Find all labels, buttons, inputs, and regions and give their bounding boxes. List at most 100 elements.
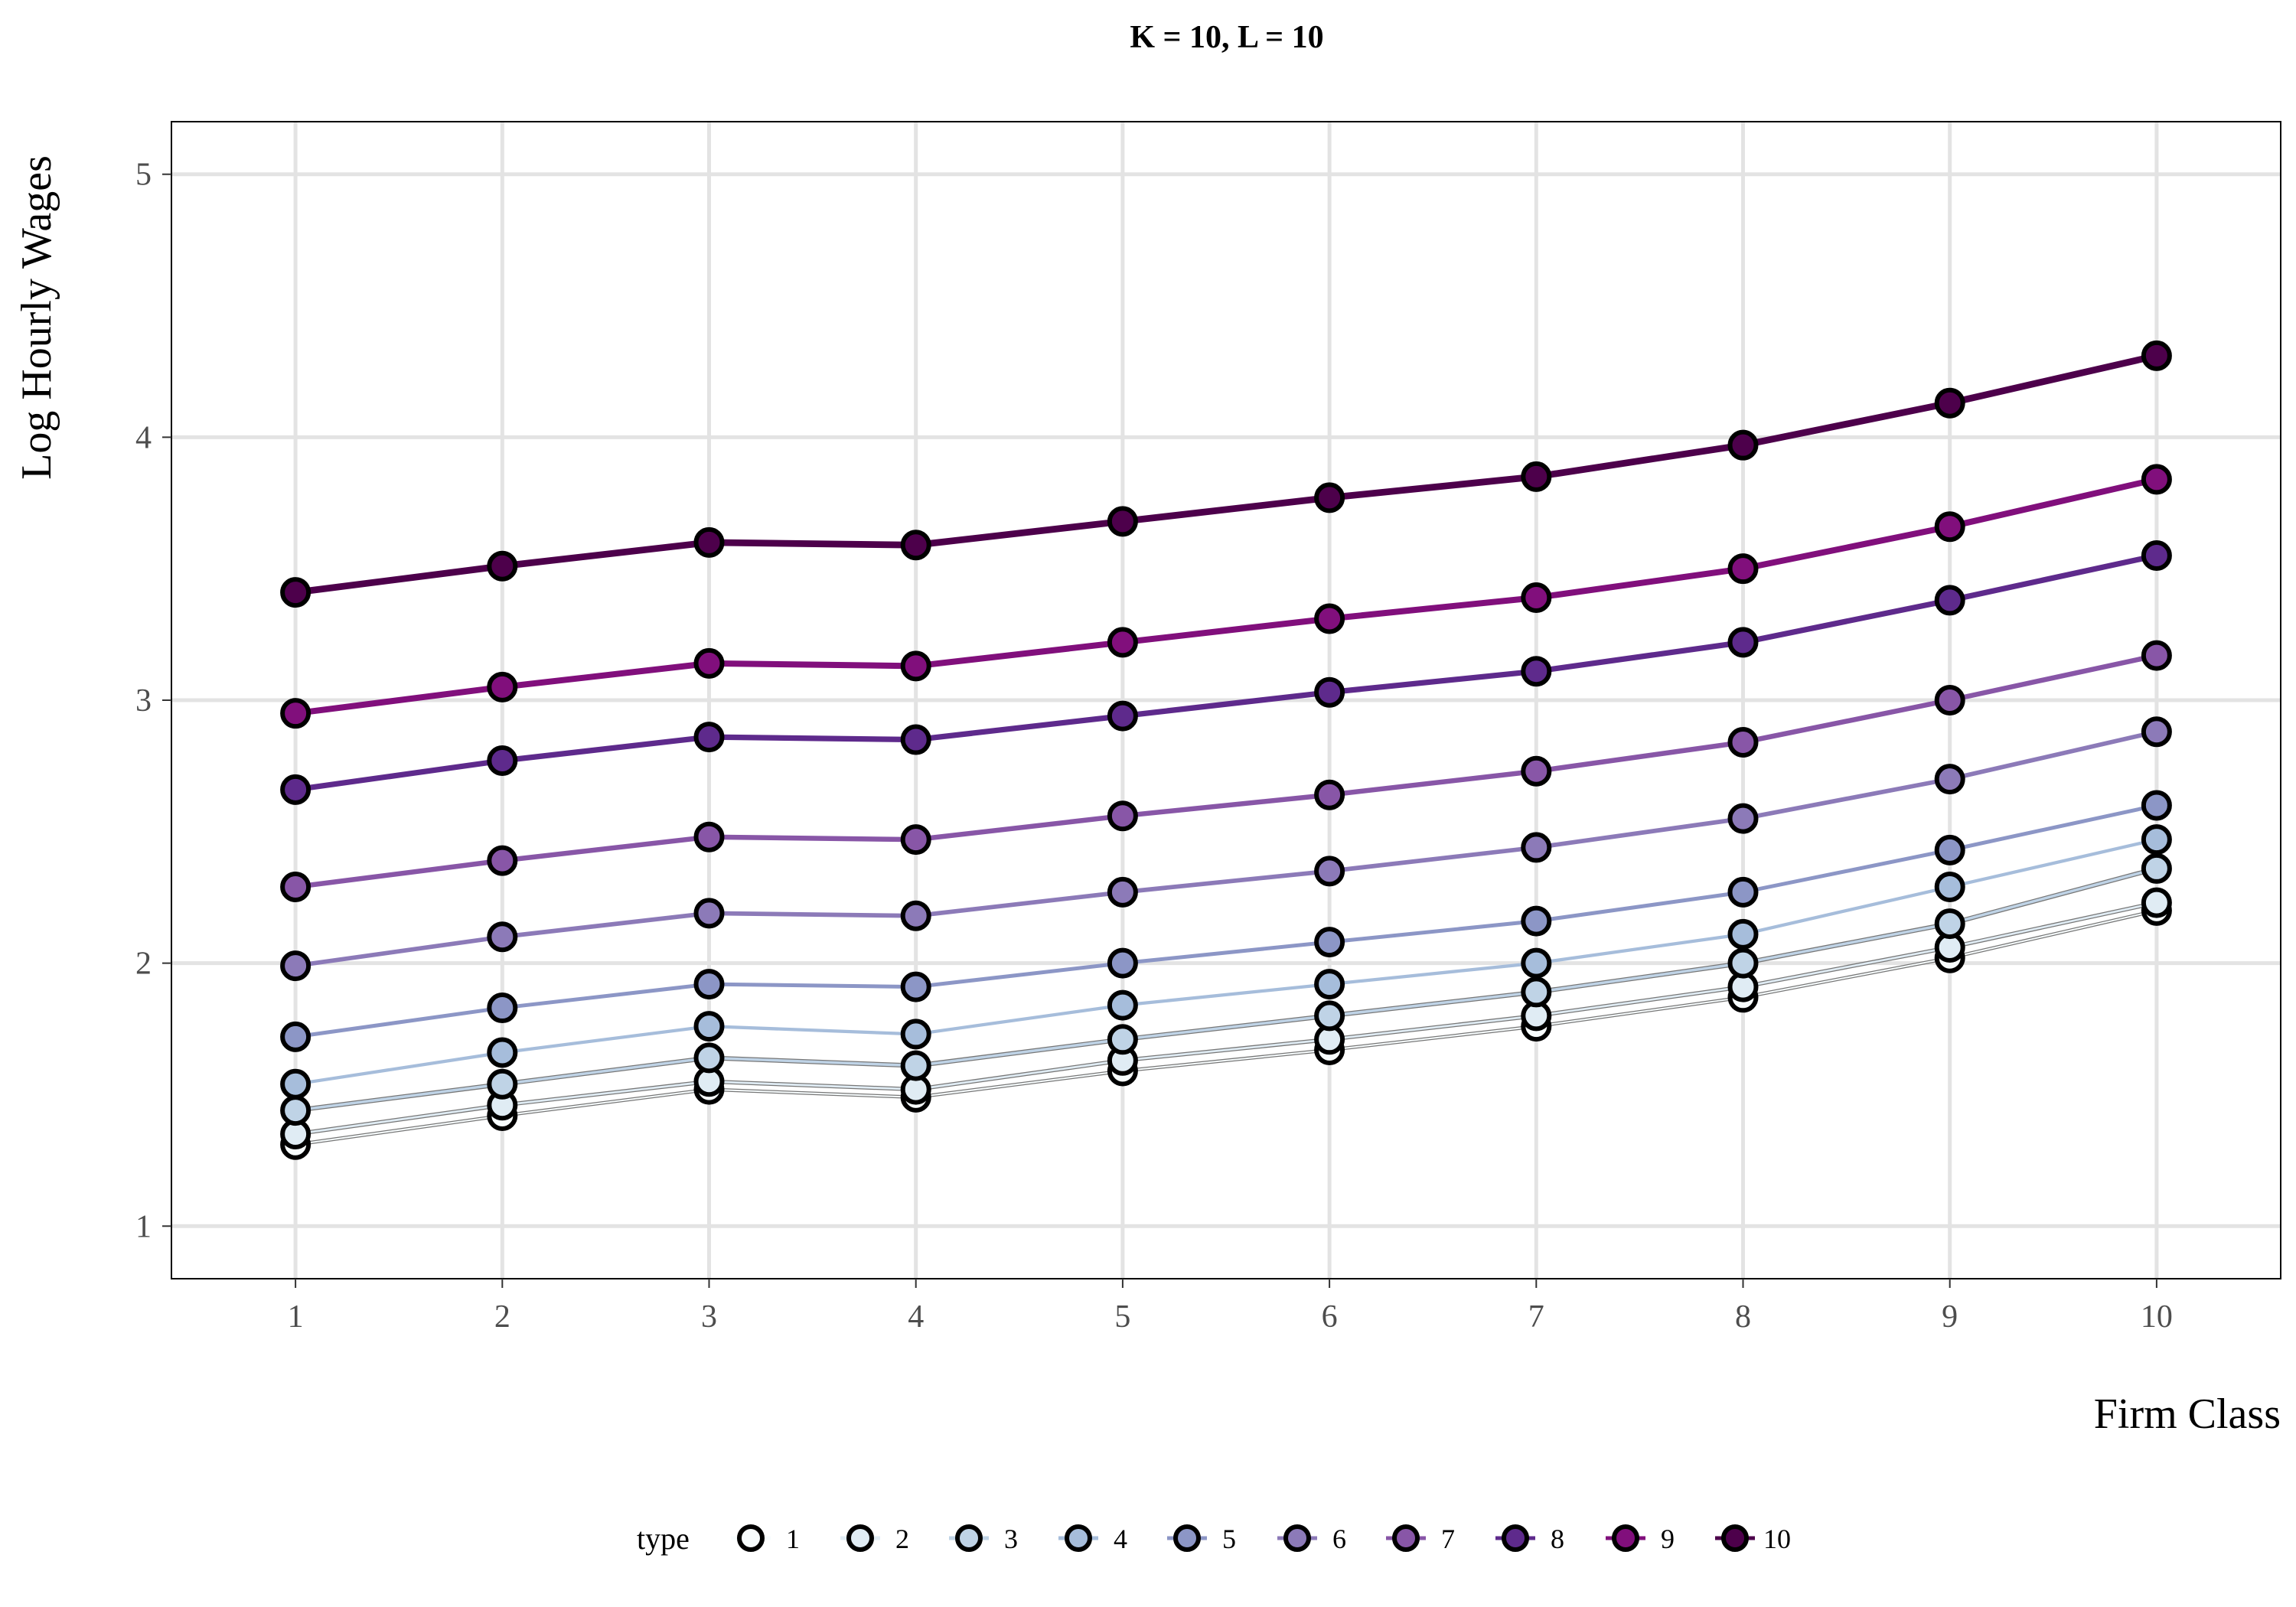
legend-item-7: 7 [1386,1524,1455,1554]
data-point-type-9 [280,698,311,729]
legend-item-1: 1 [731,1524,800,1554]
y-axis: 1 2 3 4 5 [135,158,171,1244]
series-line-9 [295,476,2157,717]
legend-label: 3 [1004,1524,1018,1554]
x-tick-label: 8 [1735,1299,1751,1335]
data-point-type-6 [1934,764,1965,795]
x-axis-label: Firm Class [2094,1390,2281,1438]
y-tick-label: 1 [135,1209,152,1244]
data-point-type-5 [1314,927,1345,958]
data-point-type-9 [487,671,518,702]
data-point-type-4 [900,1019,931,1050]
data-point-type-7 [2141,640,2172,671]
data-point-type-8 [2141,540,2172,571]
series-line-7 [295,653,2157,890]
data-point-type-8 [487,745,518,777]
data-point-type-9 [1314,603,1345,634]
legend-item-8: 8 [1495,1524,1564,1554]
x-axis: 1 2 3 4 5 6 7 8 9 10 [288,1279,2173,1335]
data-point-type-9 [1934,511,1965,543]
series-line-6 [295,729,2157,968]
data-point-type-4 [280,1068,311,1100]
data-point-type-8 [900,724,931,755]
chart-title: K = 10, L = 10 [1130,20,1323,55]
data-point-type-10 [1521,461,1552,492]
legend-label: 9 [1661,1524,1675,1554]
data-point-type-4 [487,1037,518,1068]
data-point-type-4 [1934,871,1965,902]
data-point-type-10 [280,577,311,608]
x-tick-label: 9 [1942,1299,1958,1335]
series-line-10 [295,352,2157,596]
data-point-type-6 [1314,856,1345,887]
legend-marker [1065,1524,1092,1552]
legend-label: 6 [1332,1524,1346,1554]
data-point-type-10 [487,550,518,582]
data-point-type-7 [1314,779,1345,810]
data-point-type-7 [1521,755,1552,787]
data-point-type-3 [2141,852,2172,884]
data-point-type-7 [693,821,725,852]
y-tick-label: 5 [135,158,152,193]
data-point-type-6 [693,898,725,929]
legend-label: 8 [1551,1524,1564,1554]
data-point-type-5 [1934,834,1965,865]
data-point-type-5 [2141,790,2172,821]
data-point-type-10 [1727,429,1759,461]
series-line-8 [295,553,2157,793]
data-point-type-4 [1727,918,1759,950]
x-tick-label: 7 [1528,1299,1544,1335]
data-point-type-10 [1107,506,1138,537]
x-tick-label: 2 [494,1299,510,1335]
data-point-type-6 [900,900,931,931]
x-tick-label: 1 [288,1299,304,1335]
data-point-type-3 [1727,947,1759,979]
legend-item-9: 9 [1606,1524,1675,1554]
data-point-type-4 [1107,989,1138,1021]
data-point-type-5 [693,969,725,1000]
legend-label: 1 [786,1524,800,1554]
x-tick-label: 4 [908,1299,924,1335]
data-point-type-10 [1314,482,1345,513]
data-point-type-5 [487,993,518,1024]
data-point-type-8 [1521,656,1552,687]
data-point-type-6 [1107,876,1138,908]
data-point-type-5 [1521,905,1552,937]
data-point-type-7 [1727,726,1759,758]
legend-marker [1173,1524,1201,1552]
legend: type 1 2 3 4 5 6 7 8 9 10 [637,1521,1791,1556]
data-point-type-4 [1314,969,1345,1000]
legend-marker [737,1524,765,1552]
data-point-type-7 [487,845,518,876]
legend-marker [1612,1524,1639,1552]
x-tick-label: 3 [701,1299,717,1335]
legend-item-4: 4 [1058,1524,1127,1554]
legend-marker [1721,1524,1749,1552]
y-tick-label: 2 [135,947,152,982]
data-point-type-7 [1934,685,1965,715]
legend-item-6: 6 [1277,1524,1346,1554]
data-point-type-7 [1107,800,1138,832]
data-point-type-10 [1934,387,1965,419]
data-point-type-8 [693,722,725,753]
data-point-type-9 [1521,582,1552,613]
series-line-3 [295,867,2157,1112]
data-point-type-5 [1107,947,1138,979]
legend-label: 10 [1763,1524,1791,1554]
data-point-type-3 [1521,976,1552,1008]
data-point-type-8 [1934,585,1965,616]
x-tick-label: 6 [1322,1299,1338,1335]
legend-title: type [637,1521,690,1556]
data-point-type-8 [1727,627,1759,658]
data-point-type-9 [900,650,931,682]
legend-label: 5 [1222,1524,1236,1554]
data-point-type-7 [280,871,311,902]
data-point-type-6 [487,921,518,953]
data-point-type-3 [900,1050,931,1081]
data-point-type-10 [2141,340,2172,371]
y-axis-label: Log Hourly Wages [13,155,60,480]
data-point-type-4 [1521,947,1552,979]
series-line-4 [295,838,2157,1086]
series-line-1 [295,909,2157,1146]
legend-item-2: 2 [840,1524,909,1554]
